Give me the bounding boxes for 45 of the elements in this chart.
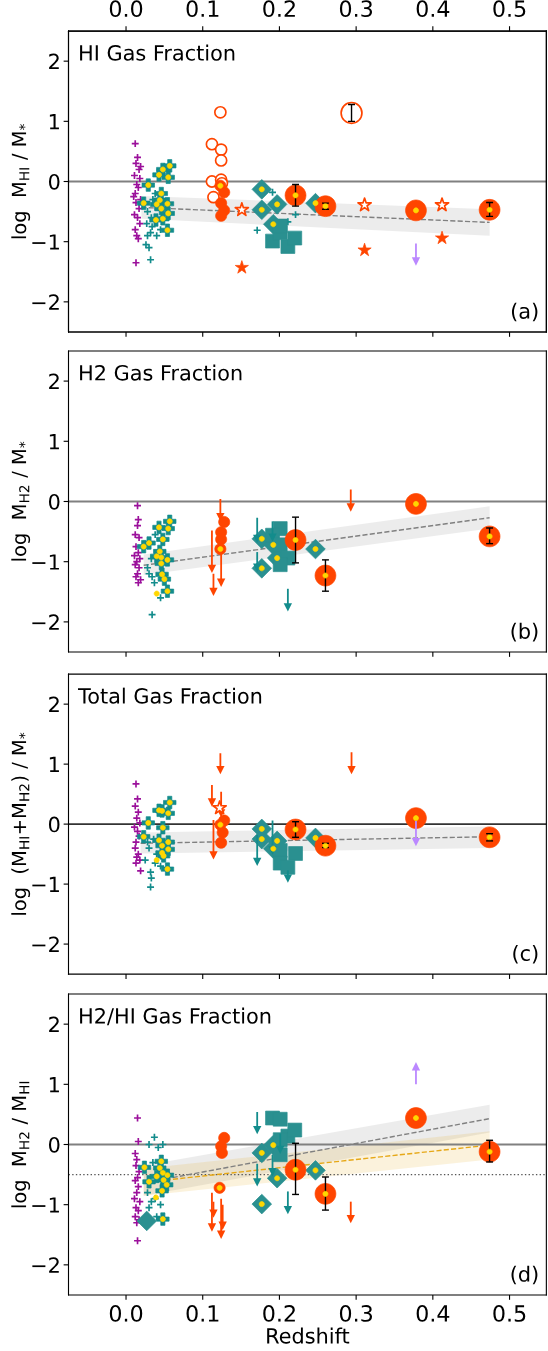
y-tick-label: −2	[32, 294, 59, 310]
x2-tick-label: 0.0	[109, 0, 143, 18]
y-axis-title: log M$_{HI}$ / M$_{*}$	[11, 124, 31, 239]
x2-tick-label: 0.4	[416, 0, 450, 18]
x-tick-label: 0.4	[416, 1305, 450, 1322]
text: H2/HI Gas Fraction	[80, 1007, 271, 1026]
annotation: (d)	[511, 1265, 538, 1285]
text: H2 Gas Fraction	[80, 364, 242, 381]
y-tick-label: 0	[48, 173, 60, 190]
y-tick-label: −1	[32, 234, 59, 250]
x-tick-label: 0.3	[339, 1305, 373, 1322]
x2-tick-label: 0.2	[263, 0, 295, 18]
y-tick-label: 0	[48, 816, 60, 833]
x-axis-title: Redshift	[267, 1327, 350, 1344]
y-axis-title: log (M$_{HI}$+M$_{H2}$) / M$_{*}$	[11, 732, 31, 915]
x-tick-label: 0.5	[493, 1305, 526, 1322]
y-tick-label: 1	[49, 434, 59, 450]
y-tick-label: 1	[49, 756, 59, 773]
annotation: (c)	[513, 944, 538, 964]
y-tick-label: −1	[32, 1197, 59, 1213]
y-tick-label: −2	[32, 614, 59, 630]
y-tick-label: −2	[32, 1257, 59, 1273]
y-tick-label: 2	[49, 373, 59, 390]
x2-tick-label: 0.5	[493, 0, 526, 18]
y-tick-label: −2	[32, 936, 59, 952]
y-tick-label: 2	[49, 1016, 59, 1033]
y-tick-label: −1	[32, 876, 59, 893]
x-tick-label: 0.0	[109, 1305, 143, 1322]
y-tick-label: 1	[49, 1077, 59, 1093]
x-tick-label: 0.1	[186, 1305, 219, 1322]
y-tick-label: 0	[48, 493, 60, 510]
x2-tick-label: 0.3	[339, 0, 373, 18]
y-axis-title: log M$_{H2}$ / M$_{*}$	[11, 441, 31, 561]
annotation: (a)	[511, 302, 538, 322]
y-tick-label: −1	[32, 554, 59, 570]
y-tick-label: 2	[49, 53, 59, 70]
y-tick-label: 0	[48, 1136, 60, 1153]
y-tick-label: 1	[49, 114, 59, 130]
annotation: (b)	[511, 622, 538, 642]
y-axis-title: log M$_{H2}$ / M$_{HI}$	[11, 1081, 31, 1208]
x2-tick-label: 0.1	[186, 0, 219, 18]
x-tick-label: 0.2	[263, 1305, 295, 1322]
text: Total Gas Fraction	[78, 687, 262, 704]
text: HI Gas Fraction	[80, 44, 235, 61]
y-tick-label: 2	[49, 696, 59, 713]
